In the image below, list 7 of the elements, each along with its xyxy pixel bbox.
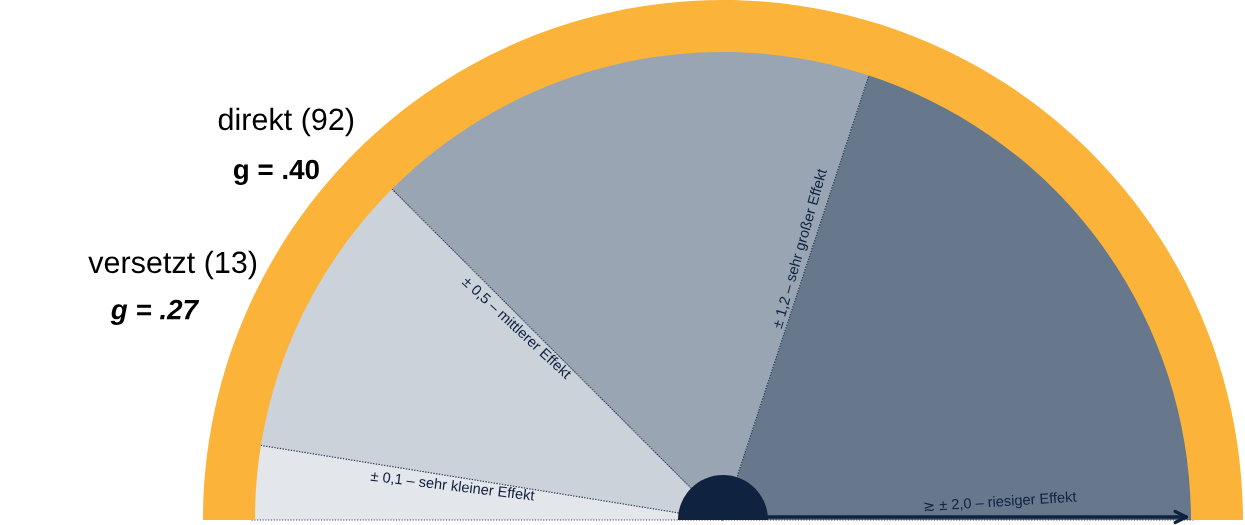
text: direkt (92) — [218, 107, 354, 137]
slice-label: ≳ ± 2,0 – riesiger Effekt — [924, 490, 1077, 515]
text: g = .40 — [233, 159, 319, 185]
text: versetzt (13) — [88, 250, 257, 280]
slice-label: ± 1,2 – sehr großer Effekt — [771, 167, 830, 330]
slice-label: ± 0,1 – sehr kleiner Effekt — [370, 470, 536, 503]
text: g = .27 — [110, 299, 200, 325]
